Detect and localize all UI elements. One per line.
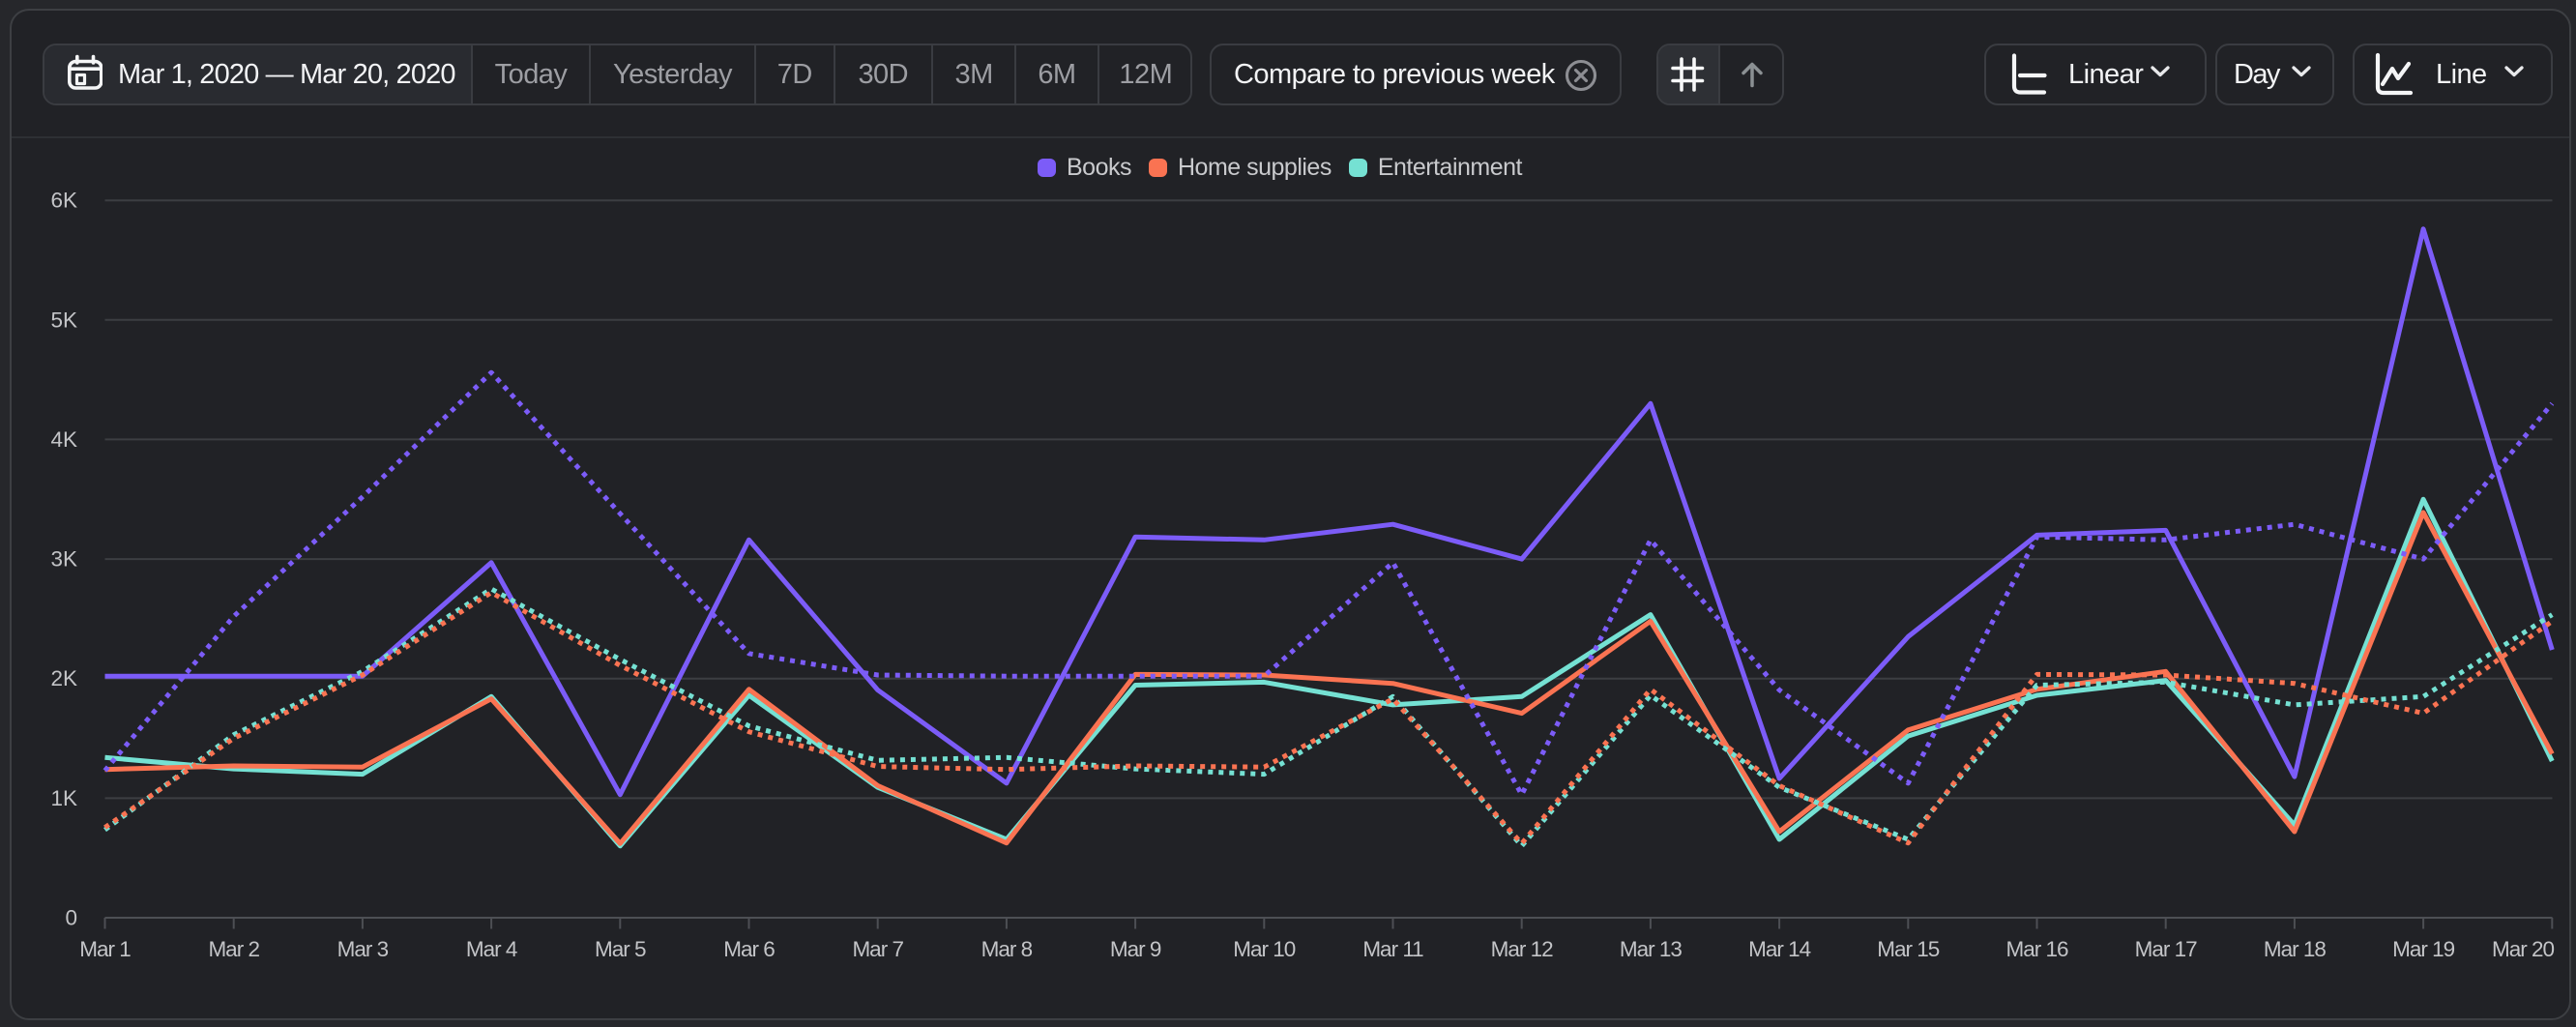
svg-text:1K: 1K — [50, 786, 77, 810]
svg-text:4K: 4K — [50, 427, 77, 452]
svg-text:Mar 15: Mar 15 — [1877, 937, 1940, 961]
svg-text:Mar 3: Mar 3 — [337, 937, 389, 961]
svg-text:Mar 14: Mar 14 — [1748, 937, 1811, 961]
svg-text:Mar 9: Mar 9 — [1110, 937, 1161, 961]
svg-text:2K: 2K — [50, 666, 77, 690]
svg-text:3K: 3K — [50, 547, 77, 572]
svg-text:Mar 19: Mar 19 — [2392, 937, 2455, 961]
svg-text:Mar 12: Mar 12 — [1491, 937, 1554, 961]
svg-text:Mar 13: Mar 13 — [1620, 937, 1683, 961]
svg-text:Mar 2: Mar 2 — [208, 937, 259, 961]
svg-text:5K: 5K — [50, 308, 77, 332]
svg-text:Mar 20: Mar 20 — [2492, 937, 2555, 961]
svg-text:Mar 11: Mar 11 — [1362, 937, 1423, 961]
svg-text:Mar 4: Mar 4 — [466, 937, 517, 961]
svg-text:Mar 10: Mar 10 — [1233, 937, 1296, 961]
svg-text:6K: 6K — [50, 189, 77, 213]
svg-text:Mar 17: Mar 17 — [2135, 937, 2198, 961]
svg-text:0: 0 — [65, 906, 77, 930]
svg-text:Mar 1: Mar 1 — [79, 937, 131, 961]
svg-text:Mar 7: Mar 7 — [852, 937, 903, 961]
svg-text:Mar 8: Mar 8 — [981, 937, 1033, 961]
svg-text:Mar 5: Mar 5 — [595, 937, 646, 961]
svg-text:Mar 6: Mar 6 — [723, 937, 775, 961]
svg-text:Mar 18: Mar 18 — [2264, 937, 2327, 961]
svg-text:Mar 16: Mar 16 — [2005, 937, 2068, 961]
